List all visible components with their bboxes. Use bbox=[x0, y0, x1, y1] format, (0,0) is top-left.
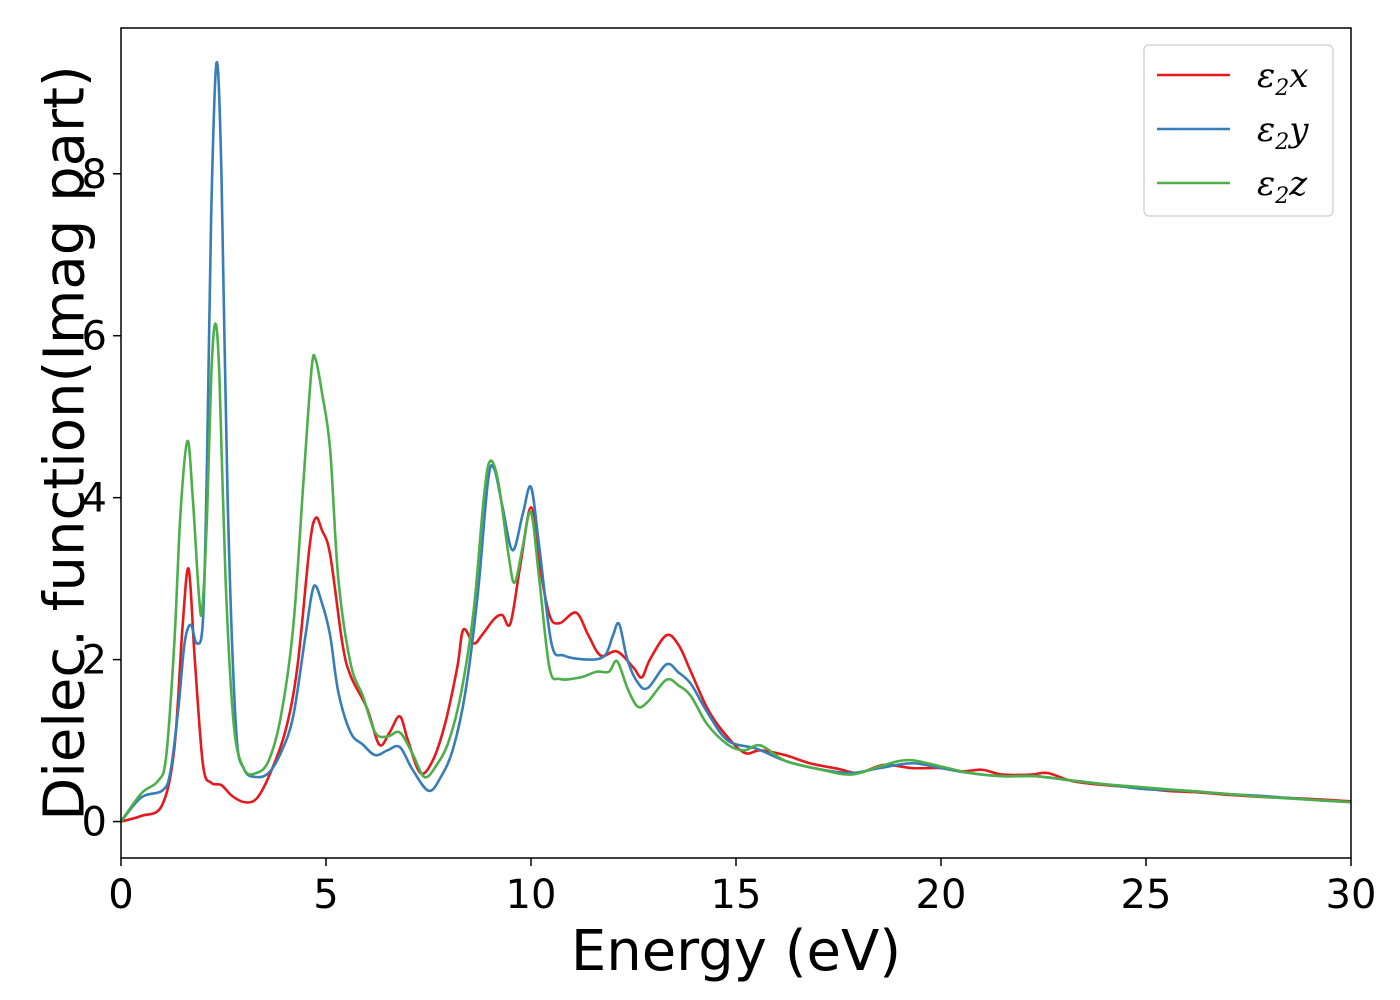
y-tick-label: 0 bbox=[82, 800, 107, 846]
legend-box bbox=[1143, 44, 1334, 217]
series-line-x bbox=[121, 506, 1351, 823]
y-tick-label: 8 bbox=[82, 152, 107, 198]
x-tick-label: 10 bbox=[506, 872, 557, 918]
y-tick-label: 6 bbox=[82, 314, 107, 360]
y-axis-label: Dielec. function(Imag part) bbox=[33, 65, 98, 821]
x-tick-label: 15 bbox=[711, 872, 762, 918]
legend-label-x: ε2x bbox=[1257, 56, 1308, 101]
x-tick-label: 0 bbox=[108, 872, 133, 918]
y-tick-label: 4 bbox=[82, 476, 107, 522]
x-axis-label: Energy (eV) bbox=[571, 919, 901, 984]
ticks-layer: 0 5 10 15 20 25 30 0 2 4 6 8 bbox=[82, 152, 1377, 918]
x-tick-label: 20 bbox=[916, 872, 967, 918]
x-tick-label: 30 bbox=[1326, 872, 1377, 918]
legend: ε2x ε2y ε2z bbox=[1143, 44, 1334, 217]
x-tick-label: 5 bbox=[313, 872, 338, 918]
y-tick-label: 2 bbox=[82, 638, 107, 684]
legend-label-y: ε2y bbox=[1257, 110, 1309, 155]
series-line-z bbox=[121, 322, 1351, 823]
legend-label-z: ε2z bbox=[1257, 164, 1308, 209]
series-layer bbox=[121, 60, 1351, 823]
x-tick-label: 25 bbox=[1121, 872, 1172, 918]
